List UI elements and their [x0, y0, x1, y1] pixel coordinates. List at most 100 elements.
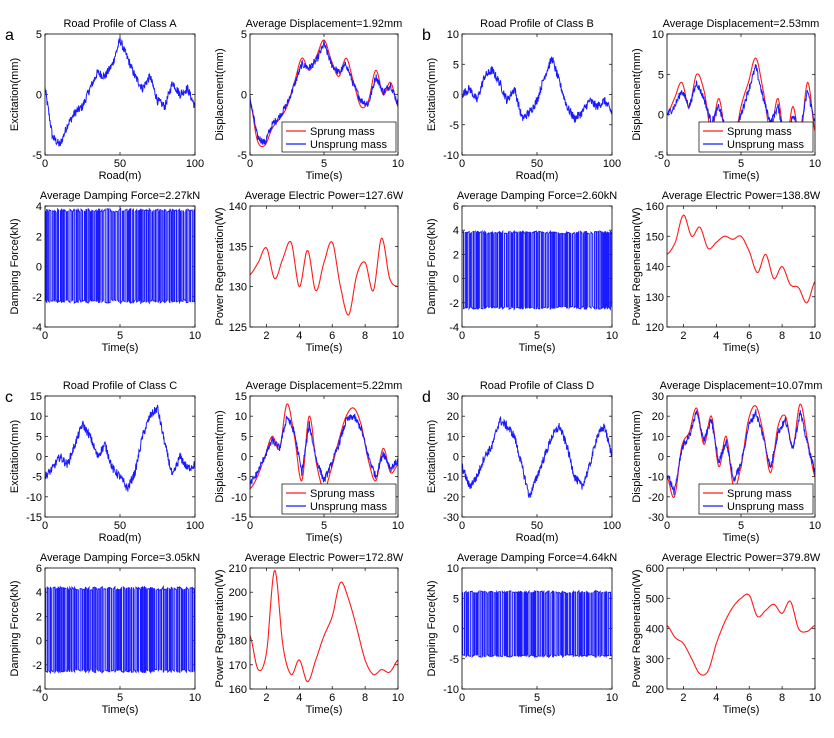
- x-tick-label: 8: [362, 692, 368, 704]
- unsprung-mass-line: [250, 413, 398, 488]
- y-tick-label: 0: [241, 452, 247, 464]
- disp-xlabel: Time(s): [306, 532, 343, 544]
- x-tick-label: 4: [713, 692, 719, 704]
- y-tick-label: 15: [235, 391, 247, 403]
- y-tick-label: 5: [658, 69, 664, 81]
- damping-force-line: [462, 229, 612, 311]
- x-tick-label: 10: [606, 692, 618, 704]
- force-xlabel: Time(s): [519, 704, 556, 716]
- y-tick-label: 180: [229, 636, 247, 648]
- disp-axes-frame: [666, 33, 816, 156]
- y-tick-label: 15: [30, 391, 42, 403]
- force-xlabel: Time(s): [102, 704, 139, 716]
- sprung-mass-line: [667, 403, 815, 499]
- y-tick-label: 10: [447, 29, 459, 41]
- force-title: Average Damping Force=2.60kN: [457, 190, 617, 202]
- y-tick-label: -4: [449, 322, 459, 334]
- y-tick-label: 0: [36, 90, 42, 102]
- force-ylabel: Damping Force(kN): [9, 219, 21, 315]
- power-regeneration-line: [250, 569, 398, 683]
- force-title: Average Damping Force=2.27kN: [40, 190, 200, 202]
- y-tick-label: -10: [26, 492, 42, 504]
- disp-ylabel: Displacement(mm): [214, 410, 226, 502]
- y-tick-label: -10: [443, 472, 459, 484]
- legend-sprung-label: Sprung mass: [310, 488, 375, 500]
- force-axes-frame: [44, 567, 196, 690]
- road-axes-frame: [461, 33, 613, 156]
- x-tick-label: 0: [664, 520, 670, 532]
- disp-title: Average Displacement=10.07mm: [660, 380, 823, 392]
- power-title: Average Electric Power=172.8W: [245, 552, 404, 564]
- power-title: Average Electric Power=127.6W: [245, 190, 404, 202]
- y-tick-label: 130: [229, 282, 247, 294]
- x-tick-label: 6: [746, 692, 752, 704]
- y-tick-label: 20: [652, 411, 664, 423]
- x-tick-label: 5: [738, 158, 744, 170]
- power-title: Average Electric Power=138.8W: [662, 190, 821, 202]
- x-tick-label: 6: [329, 330, 335, 342]
- road-ylabel: Excitation(mm): [9, 420, 21, 493]
- y-tick-label: 10: [652, 29, 664, 41]
- x-tick-label: 50: [531, 158, 543, 170]
- disp-ylabel: Displacement(mm): [631, 48, 643, 140]
- x-tick-label: 10: [189, 692, 201, 704]
- disp-axes-frame: [249, 395, 399, 518]
- y-tick-label: -20: [443, 492, 459, 504]
- x-tick-label: 4: [296, 330, 302, 342]
- y-tick-label: 20: [447, 411, 459, 423]
- y-tick-label: -10: [443, 684, 459, 696]
- legend-box: [281, 483, 397, 515]
- y-tick-label: 4: [36, 201, 42, 213]
- y-tick-label: 135: [229, 241, 247, 253]
- y-tick-label: -10: [443, 150, 459, 162]
- power-regeneration-line: [250, 237, 398, 316]
- y-tick-label: 400: [646, 624, 664, 636]
- road-excitation-line: [45, 404, 195, 492]
- y-tick-label: 5: [453, 59, 459, 71]
- x-tick-label: 0: [247, 520, 253, 532]
- y-tick-label: -5: [237, 150, 247, 162]
- force-ylabel: Damping Force(kN): [426, 581, 438, 677]
- force-axes-frame: [461, 567, 613, 690]
- road-ylabel: Excitation(mm): [9, 58, 21, 131]
- x-tick-label: 10: [809, 520, 821, 532]
- y-tick-label: 30: [652, 391, 664, 403]
- y-tick-label: 160: [646, 201, 664, 213]
- y-tick-label: 0: [453, 624, 459, 636]
- y-tick-label: -30: [443, 512, 459, 524]
- disp-axes-frame: [249, 33, 399, 156]
- road-axes-frame: [44, 395, 196, 518]
- x-tick-label: 8: [779, 330, 785, 342]
- power-title: Average Electric Power=379.8W: [662, 552, 821, 564]
- x-tick-label: 4: [296, 692, 302, 704]
- x-tick-label: 10: [392, 692, 404, 704]
- unsprung-mass-line: [250, 40, 398, 145]
- x-tick-label: 0: [42, 520, 48, 532]
- x-tick-label: 10: [809, 158, 821, 170]
- x-tick-label: 8: [779, 692, 785, 704]
- x-tick-label: 0: [247, 158, 253, 170]
- y-tick-label: 200: [646, 684, 664, 696]
- legend-sprung-label: Sprung mass: [310, 126, 375, 138]
- y-tick-label: 4: [453, 225, 459, 237]
- x-tick-label: 5: [534, 692, 540, 704]
- y-tick-label: 0: [658, 110, 664, 122]
- y-tick-label: -5: [449, 654, 459, 666]
- y-tick-label: 0: [453, 274, 459, 286]
- x-tick-label: 0: [459, 520, 465, 532]
- disp-axes-frame: [666, 395, 816, 518]
- disp-title: Average Displacement=2.53mm: [663, 18, 820, 30]
- y-tick-label: 5: [241, 431, 247, 443]
- y-tick-label: 2: [453, 249, 459, 261]
- y-tick-label: -30: [648, 512, 664, 524]
- legend-unsprung-label: Unsprung mass: [727, 139, 805, 151]
- x-tick-label: 2: [680, 330, 686, 342]
- x-tick-label: 6: [746, 330, 752, 342]
- power-ylabel: Power Regeneration(W): [214, 208, 226, 326]
- x-tick-label: 10: [392, 330, 404, 342]
- y-tick-label: 4: [36, 587, 42, 599]
- y-tick-label: 10: [652, 431, 664, 443]
